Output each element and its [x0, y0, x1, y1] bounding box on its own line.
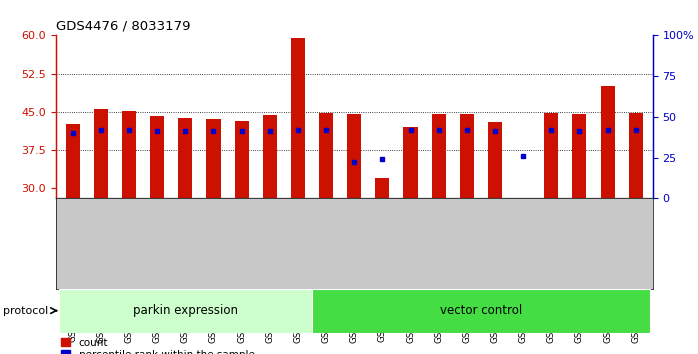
Bar	[178, 118, 193, 341]
Bar	[376, 178, 389, 341]
Legend: count, percentile rank within the sample: count, percentile rank within the sample	[61, 338, 255, 354]
Bar	[94, 109, 108, 341]
Bar	[544, 113, 558, 341]
Bar	[59, 289, 312, 333]
Text: protocol: protocol	[3, 306, 49, 316]
Bar	[262, 115, 277, 341]
Bar	[312, 289, 650, 333]
Bar	[516, 211, 530, 341]
Bar	[403, 127, 417, 341]
Bar	[431, 114, 446, 341]
Bar	[291, 38, 305, 341]
Bar	[122, 111, 136, 341]
Bar	[319, 113, 333, 341]
Bar	[572, 114, 586, 341]
Bar	[150, 116, 164, 341]
Bar	[347, 114, 362, 341]
Bar	[600, 86, 615, 341]
Bar	[460, 114, 474, 341]
Text: parkin expression: parkin expression	[133, 304, 238, 317]
Bar	[235, 121, 248, 341]
Bar	[629, 113, 643, 341]
Bar	[66, 125, 80, 341]
Text: vector control: vector control	[440, 304, 522, 317]
Bar	[207, 119, 221, 341]
Text: GDS4476 / 8033179: GDS4476 / 8033179	[56, 20, 191, 33]
Bar	[488, 122, 502, 341]
